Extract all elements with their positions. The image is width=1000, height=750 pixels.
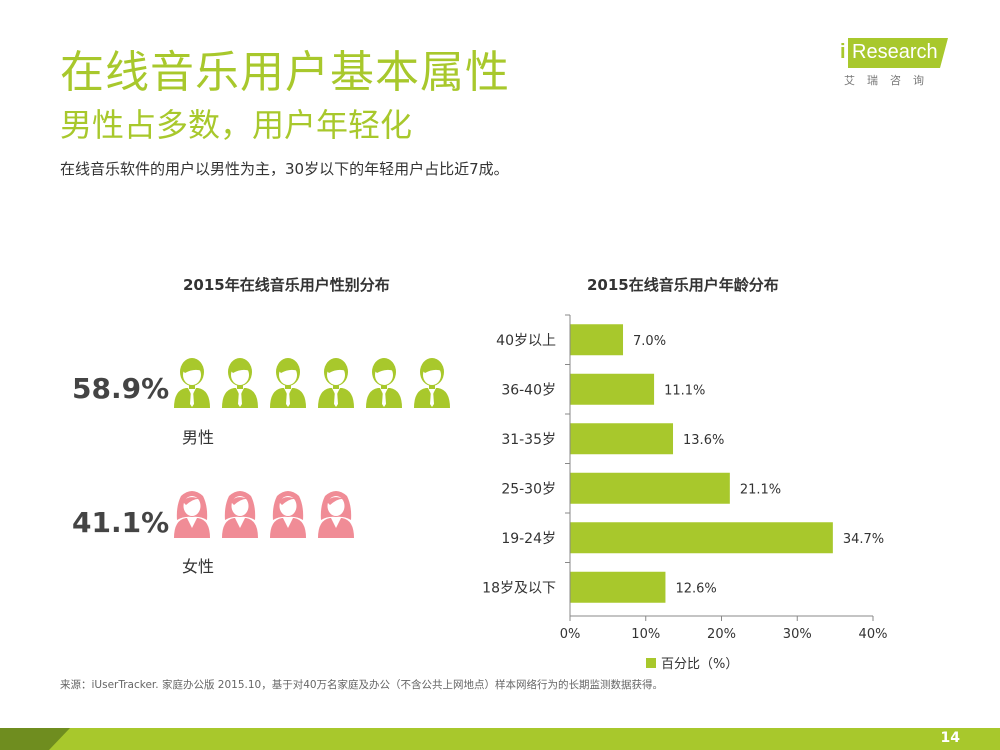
data-label: 13.6% bbox=[683, 433, 724, 448]
male-person-icon bbox=[220, 356, 260, 408]
male-person-icon bbox=[172, 356, 212, 408]
male-person-icon bbox=[316, 356, 356, 408]
logo-text: Research bbox=[852, 41, 938, 63]
bar bbox=[570, 373, 655, 405]
bar bbox=[570, 423, 674, 455]
page-title: 在线音乐用户基本属性 bbox=[60, 47, 510, 98]
bar bbox=[570, 571, 666, 603]
bar bbox=[570, 472, 730, 504]
legend-swatch bbox=[646, 658, 656, 668]
summary-text: 在线音乐软件的用户以男性为主，30岁以下的年轻用户占比近7成。 bbox=[60, 160, 509, 178]
female-label: 女性 bbox=[182, 557, 215, 576]
x-tick-label: 30% bbox=[783, 627, 812, 642]
iresearch-logo: i Research 艾瑞咨询 bbox=[840, 38, 950, 88]
category-label: 40岁以上 bbox=[496, 333, 556, 349]
x-tick-label: 10% bbox=[631, 627, 660, 642]
page-subtitle: 男性占多数，用户年轻化 bbox=[60, 106, 413, 144]
x-tick-label: 0% bbox=[560, 627, 581, 642]
footer-bar bbox=[0, 728, 1000, 750]
age-chart-title: 2015在线音乐用户年龄分布 bbox=[587, 276, 779, 294]
data-label: 11.1% bbox=[664, 383, 705, 398]
bar bbox=[570, 324, 624, 356]
page-number: 14 bbox=[940, 730, 960, 746]
male-person-icon bbox=[364, 356, 404, 408]
male-label: 男性 bbox=[182, 428, 215, 447]
female-person-icon bbox=[172, 486, 212, 538]
category-label: 19-24岁 bbox=[501, 531, 556, 547]
female-person-icon bbox=[316, 486, 356, 538]
female-percentage: 41.1% bbox=[72, 506, 170, 539]
male-person-icon bbox=[412, 356, 452, 408]
data-label: 21.1% bbox=[740, 482, 781, 497]
bar bbox=[570, 522, 833, 554]
legend-label: 百分比（%） bbox=[661, 657, 738, 672]
data-label: 34.7% bbox=[843, 532, 884, 547]
x-tick-label: 20% bbox=[707, 627, 736, 642]
x-tick-label: 40% bbox=[859, 627, 888, 642]
footer-accent bbox=[0, 728, 70, 750]
female-person-icon bbox=[220, 486, 260, 538]
female-person-icon bbox=[268, 486, 308, 538]
data-label: 7.0% bbox=[633, 334, 666, 349]
data-label: 12.6% bbox=[675, 581, 716, 596]
age-bar-chart: 40岁以上 7.0% 36-40岁 11.1% 31-35岁 13.6% 25-30岁 21.… bbox=[482, 314, 888, 672]
logo-badge bbox=[848, 38, 948, 68]
source-note: 来源：iUserTracker. 家庭办公版 2015.10，基于对40万名家庭… bbox=[60, 679, 664, 691]
category-label: 36-40岁 bbox=[501, 382, 556, 398]
male-percentage: 58.9% bbox=[72, 372, 170, 405]
logo-i: i bbox=[840, 41, 846, 63]
category-label: 18岁及以下 bbox=[482, 580, 556, 596]
male-person-icon bbox=[268, 356, 308, 408]
category-label: 25-30岁 bbox=[501, 481, 556, 497]
gender-chart-title: 2015年在线音乐用户性别分布 bbox=[183, 276, 390, 294]
logo-chinese: 艾瑞咨询 bbox=[844, 74, 936, 87]
category-label: 31-35岁 bbox=[501, 432, 556, 448]
